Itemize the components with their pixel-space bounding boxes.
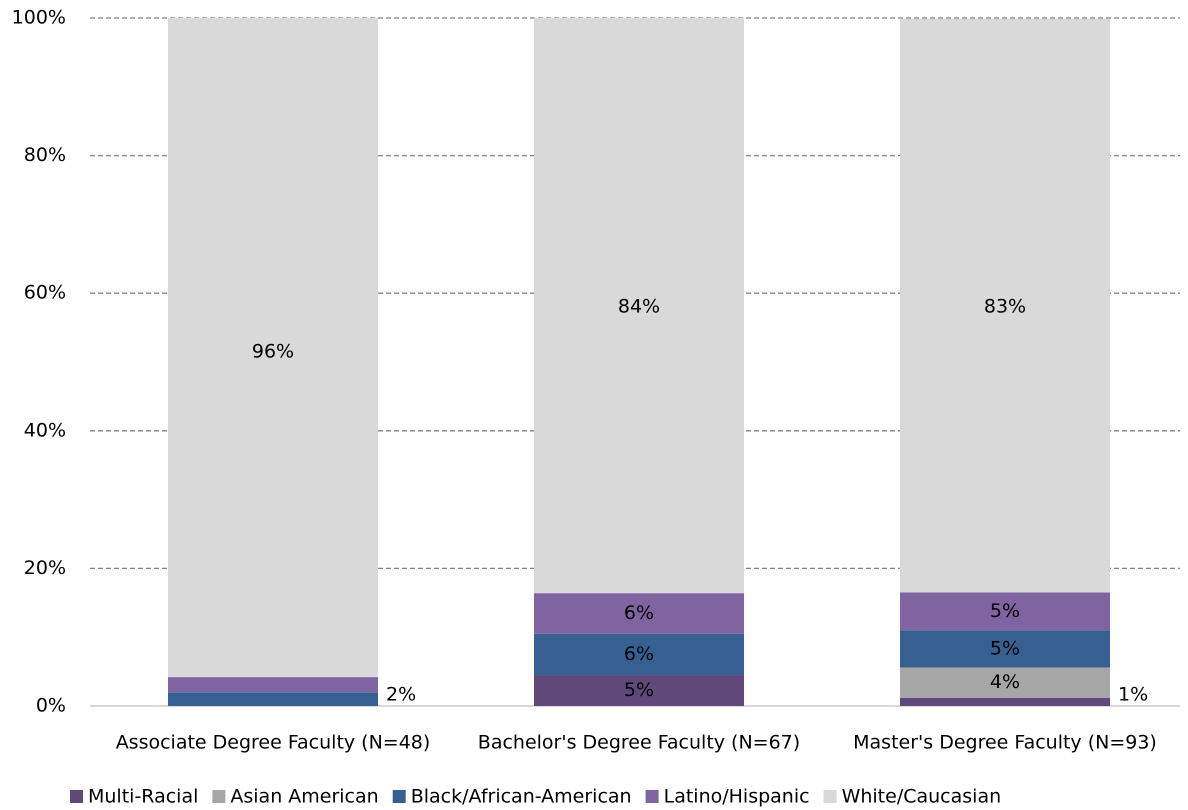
bar-segment bbox=[900, 592, 1110, 631]
legend-swatch bbox=[392, 790, 406, 803]
bar-segment bbox=[534, 593, 744, 634]
legend-swatch bbox=[212, 790, 226, 803]
legend-label: Asian American bbox=[230, 786, 378, 808]
data-label: 6% bbox=[624, 643, 654, 665]
bar-segment bbox=[900, 667, 1110, 698]
bar-segment bbox=[168, 18, 378, 678]
bar-segment bbox=[534, 18, 744, 594]
y-tick-label: 60% bbox=[24, 282, 66, 304]
bar-segment bbox=[900, 630, 1110, 668]
x-tick-label: Associate Degree Faculty (N=48) bbox=[116, 732, 431, 754]
data-label: 6% bbox=[624, 602, 654, 624]
legend-label: Black/African-American bbox=[411, 786, 632, 808]
legend-label: White/Caucasian bbox=[842, 786, 1002, 808]
data-label: 96% bbox=[252, 341, 294, 363]
bar-segment bbox=[168, 677, 378, 693]
y-tick-label: 40% bbox=[24, 419, 66, 441]
x-tick-label: Bachelor's Degree Faculty (N=67) bbox=[478, 732, 800, 754]
y-tick-label: 0% bbox=[36, 695, 66, 717]
bar-segment bbox=[534, 675, 744, 706]
legend-swatch bbox=[645, 790, 659, 803]
data-label: 5% bbox=[990, 637, 1020, 659]
data-label: 2% bbox=[386, 684, 416, 706]
bar-segment bbox=[534, 633, 744, 676]
legend-label: Latino/Hispanic bbox=[664, 786, 810, 808]
data-label: 5% bbox=[990, 600, 1020, 622]
legend-swatch bbox=[823, 790, 837, 803]
y-tick-label: 80% bbox=[24, 144, 66, 166]
data-label: 5% bbox=[624, 679, 654, 701]
data-label: 83% bbox=[984, 296, 1026, 318]
legend-swatch bbox=[70, 790, 83, 803]
bar-segment bbox=[900, 18, 1110, 593]
x-tick-label: Master's Degree Faculty (N=93) bbox=[853, 732, 1157, 754]
legend-label: Multi-Racial bbox=[88, 786, 198, 808]
bar-segment bbox=[168, 692, 378, 706]
y-tick-label: 20% bbox=[24, 557, 66, 579]
data-label: 84% bbox=[618, 296, 660, 318]
bar-segment bbox=[900, 697, 1110, 706]
data-label: 1% bbox=[1118, 684, 1148, 706]
data-label: 4% bbox=[990, 671, 1020, 693]
y-tick-label: 100% bbox=[12, 7, 66, 29]
